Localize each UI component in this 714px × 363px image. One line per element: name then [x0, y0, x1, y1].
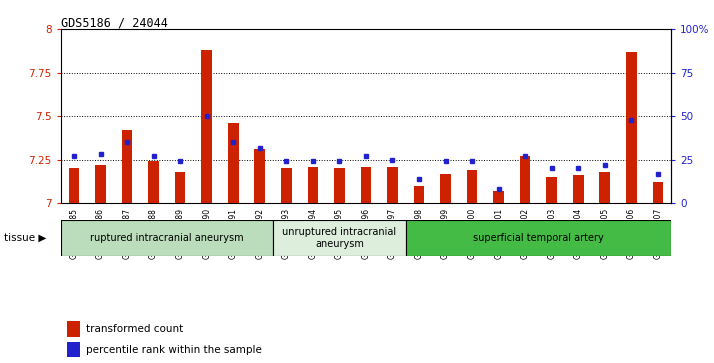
- Bar: [626, 52, 637, 203]
- Bar: [308, 167, 318, 203]
- Text: unruptured intracranial
aneurysm: unruptured intracranial aneurysm: [282, 227, 396, 249]
- Bar: [95, 165, 106, 203]
- Bar: [441, 174, 451, 203]
- Bar: [254, 149, 265, 203]
- Bar: [387, 167, 398, 203]
- Bar: [600, 172, 610, 203]
- Bar: [334, 168, 345, 203]
- Bar: [67, 322, 80, 337]
- Bar: [406, 220, 671, 256]
- Bar: [361, 167, 371, 203]
- Bar: [201, 50, 212, 203]
- Bar: [67, 342, 80, 357]
- Bar: [121, 130, 132, 203]
- Bar: [273, 220, 406, 256]
- Bar: [653, 182, 663, 203]
- Bar: [413, 186, 424, 203]
- Bar: [69, 168, 79, 203]
- Bar: [149, 162, 159, 203]
- Bar: [546, 177, 557, 203]
- Bar: [467, 170, 478, 203]
- Text: GDS5186 / 24044: GDS5186 / 24044: [61, 16, 168, 29]
- Bar: [175, 172, 186, 203]
- Text: superficial temporal artery: superficial temporal artery: [473, 233, 604, 243]
- Text: ruptured intracranial aneurysm: ruptured intracranial aneurysm: [90, 233, 243, 243]
- Bar: [228, 123, 238, 203]
- Bar: [573, 175, 583, 203]
- Bar: [61, 220, 273, 256]
- Bar: [493, 191, 504, 203]
- Bar: [281, 168, 291, 203]
- Text: tissue ▶: tissue ▶: [4, 233, 46, 243]
- Bar: [520, 156, 531, 203]
- Text: transformed count: transformed count: [86, 324, 183, 334]
- Text: percentile rank within the sample: percentile rank within the sample: [86, 345, 262, 355]
